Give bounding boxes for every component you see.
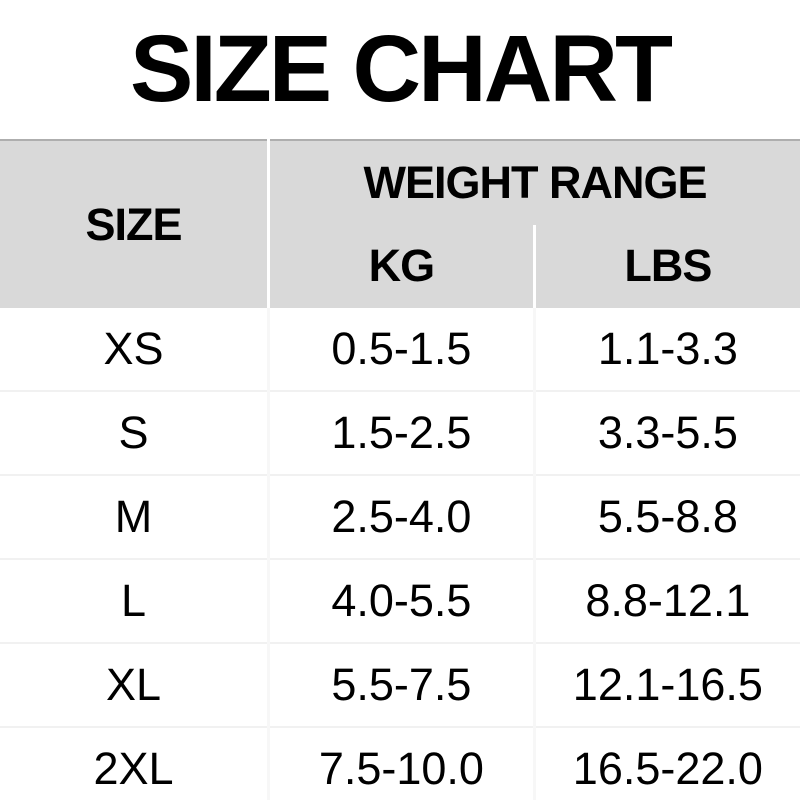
title-area: SIZE CHART bbox=[0, 0, 800, 139]
kg-cell: 2.5-4.0 bbox=[267, 474, 535, 559]
kg-column-header: KG bbox=[267, 224, 535, 308]
table-body: XS 0.5-1.5 1.1-3.3 S 1.5-2.5 3.3-5.5 M 2… bbox=[0, 308, 800, 800]
table-row: 2XL 7.5-10.0 16.5-22.0 bbox=[0, 726, 800, 800]
size-cell: 2XL bbox=[0, 726, 269, 800]
lbs-cell: 12.1-16.5 bbox=[532, 642, 800, 727]
size-cell: S bbox=[0, 390, 269, 475]
size-column-header: SIZE bbox=[0, 140, 269, 308]
table-header: SIZE WEIGHT RANGE KG LBS bbox=[0, 140, 800, 308]
lbs-column-header: LBS bbox=[532, 224, 800, 308]
size-cell: M bbox=[0, 474, 269, 559]
size-cell: XS bbox=[0, 308, 269, 391]
table-row: L 4.0-5.5 8.8-12.1 bbox=[0, 558, 800, 643]
table-row: M 2.5-4.0 5.5-8.8 bbox=[0, 474, 800, 559]
table-row: XS 0.5-1.5 1.1-3.3 bbox=[0, 308, 800, 391]
table-row: S 1.5-2.5 3.3-5.5 bbox=[0, 390, 800, 475]
lbs-cell: 16.5-22.0 bbox=[532, 726, 800, 800]
lbs-cell: 8.8-12.1 bbox=[532, 558, 800, 643]
header-group-row: SIZE WEIGHT RANGE bbox=[0, 140, 800, 308]
table-row: XL 5.5-7.5 12.1-16.5 bbox=[0, 642, 800, 727]
kg-cell: 1.5-2.5 bbox=[267, 390, 535, 475]
page-title: SIZE CHART bbox=[130, 16, 673, 122]
lbs-cell: 1.1-3.3 bbox=[532, 308, 800, 391]
kg-cell: 4.0-5.5 bbox=[267, 558, 535, 643]
size-cell: L bbox=[0, 558, 269, 643]
kg-cell: 7.5-10.0 bbox=[267, 726, 535, 800]
size-chart-table: SIZE WEIGHT RANGE KG LBS XS 0.5-1.5 1.1-… bbox=[0, 139, 800, 800]
lbs-cell: 5.5-8.8 bbox=[532, 474, 800, 559]
kg-cell: 0.5-1.5 bbox=[267, 308, 535, 391]
size-cell: XL bbox=[0, 642, 269, 727]
weight-range-group-header: WEIGHT RANGE bbox=[267, 140, 800, 225]
lbs-cell: 3.3-5.5 bbox=[532, 390, 800, 475]
kg-cell: 5.5-7.5 bbox=[267, 642, 535, 727]
header-sub-row: KG LBS bbox=[0, 224, 800, 308]
